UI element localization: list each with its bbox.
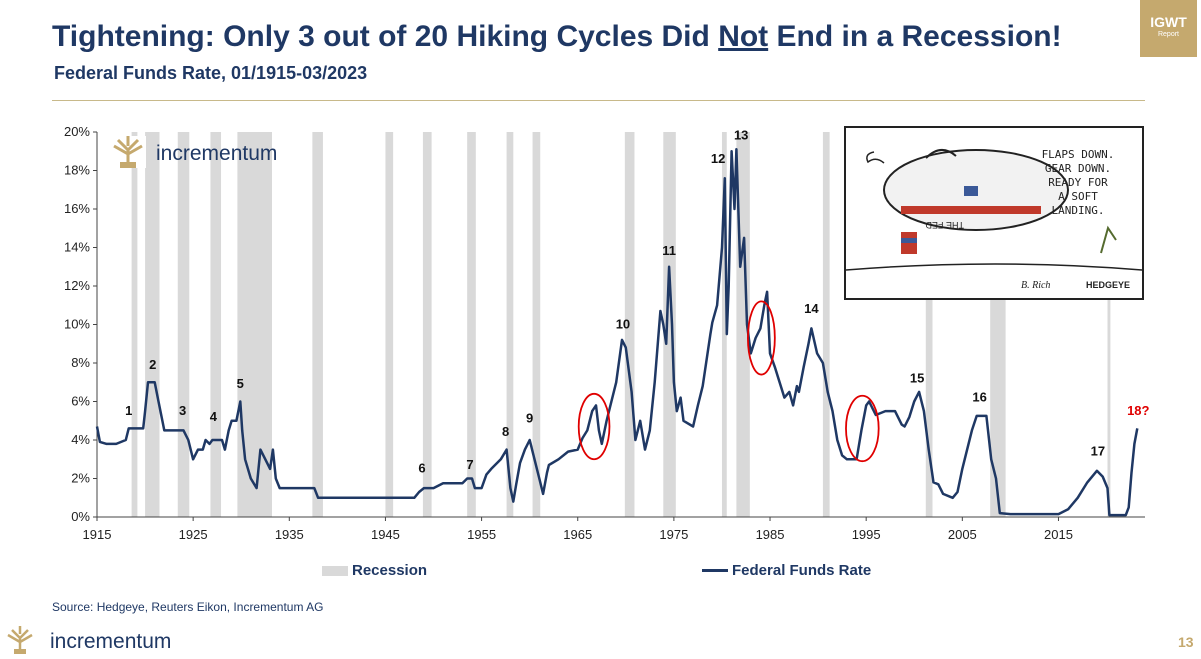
y-tick-label: 10% [64,317,90,332]
cycle-label: 2 [149,357,156,372]
y-tick-label: 14% [64,240,90,255]
cycle-label: 8 [502,424,509,439]
speech-line: GEAR DOWN. [1045,162,1111,175]
cycle-label: 3 [179,403,186,418]
cycle-label: 6 [418,461,425,476]
legend-rate: Federal Funds Rate [702,562,871,579]
cycle-label: 12 [711,151,725,166]
speech-line: LANDING. [1052,204,1105,217]
x-tick-label: 1955 [467,527,496,542]
cycle-label: 7 [466,457,473,472]
highlight-circle [577,392,611,461]
recession-bar [210,132,222,517]
header-divider [52,100,1145,101]
highlight-circle [845,394,880,463]
y-tick-label: 8% [71,355,90,370]
recession-bar [925,132,933,517]
tree-logo-icon [7,626,33,654]
fed-funds-rate-line [95,148,1139,517]
source-note: Source: Hedgeye, Reuters Eikon, Incremen… [52,600,324,614]
x-tick-label: 1975 [659,527,688,542]
recession-bar [237,132,272,517]
page-subtitle: Federal Funds Rate, 01/1915-03/2023 [54,63,368,83]
footer-logo: incrementum [7,626,171,654]
speech-line: READY FOR [1048,176,1108,189]
cycle-label: 9 [526,411,533,426]
legend-rate-swatch [702,569,728,572]
cycle-label: 18? [1127,403,1149,418]
cycle-label: 15 [910,370,924,385]
chart-logo: incrementum [110,136,277,168]
recession-bar [177,132,190,517]
recession-bar [467,132,476,517]
x-tick-label: 1965 [563,527,592,542]
chart-logo-text: incrementum [156,142,277,165]
plane-text: THE FED [925,220,964,230]
tree-logo-icon [110,136,146,168]
recession-bar [1107,132,1111,517]
cycle-label: 1 [125,403,132,418]
y-tick-label: 2% [71,471,90,486]
cycle-label: 13 [734,128,748,143]
recession-bar [506,132,514,517]
recession-bar [721,132,727,517]
y-tick-label: 18% [64,163,90,178]
y-tick-label: 16% [64,201,90,216]
axes: 0%2%4%6%8%10%12%14%16%18%20%1915 1925 1935… [64,124,1145,542]
recession-bar [422,132,432,517]
cartoon-signature: B. Rich [1021,280,1050,291]
y-tick-label: 6% [71,394,90,409]
cycle-label: 14 [804,301,819,316]
cycle-label: 4 [210,409,218,424]
legend-recession: Recession [322,562,427,579]
y-tick-label: 4% [71,432,90,447]
page-title: Tightening: Only 3 out of 20 Hiking Cycl… [52,20,1062,53]
recession-bar [131,132,138,517]
speech-bubble: FLAPS DOWN. GEAR DOWN. READY FOR A SOFT … [1042,148,1115,217]
x-tick-label: 2015 [1044,527,1073,542]
highlight-circle [747,300,776,376]
y-tick-label: 20% [64,124,90,139]
report-badge: IGWT Report [1140,0,1197,57]
recession-bar [385,132,394,517]
x-tick-label: 1985 [756,527,785,542]
speech-line: A SOFT [1058,190,1098,203]
x-tick-label: 1935 [275,527,304,542]
page-number: 13 [1178,634,1194,650]
cycle-label: 5 [237,376,244,391]
cycle-label: 16 [972,390,986,405]
footer-brand-name: incrementum [50,630,171,653]
recession-bar [532,132,541,517]
plane-illustration: THE FED FLAPS DOWN. GEAR DOWN. READY FOR… [845,148,1143,291]
recession-bar [145,132,160,517]
x-tick-label: 1945 [371,527,400,542]
fed-cartoon: THE FED FLAPS DOWN. GEAR DOWN. READY FOR… [844,126,1144,300]
recession-bar [663,132,676,517]
y-tick-label: 0% [71,509,90,524]
cycle-label: 11 [662,243,676,258]
rate-line-group [95,148,1139,517]
x-tick-label: 1995 [852,527,881,542]
recession-bar [822,132,830,517]
y-tick-label: 12% [64,278,90,293]
x-tick-label: 1915 [83,527,112,542]
x-tick-label: 2005 [948,527,977,542]
cycle-label: 10 [616,316,630,331]
recession-bar [624,132,635,517]
speech-line: FLAPS DOWN. [1042,148,1115,161]
cycle-label: 17 [1091,443,1105,458]
cartoon-credit: HEDGEYE [1086,280,1130,290]
legend-recession-swatch [322,565,348,576]
highlight-circles [577,300,880,463]
recession-bar [312,132,323,517]
x-tick-label: 1925 [179,527,208,542]
